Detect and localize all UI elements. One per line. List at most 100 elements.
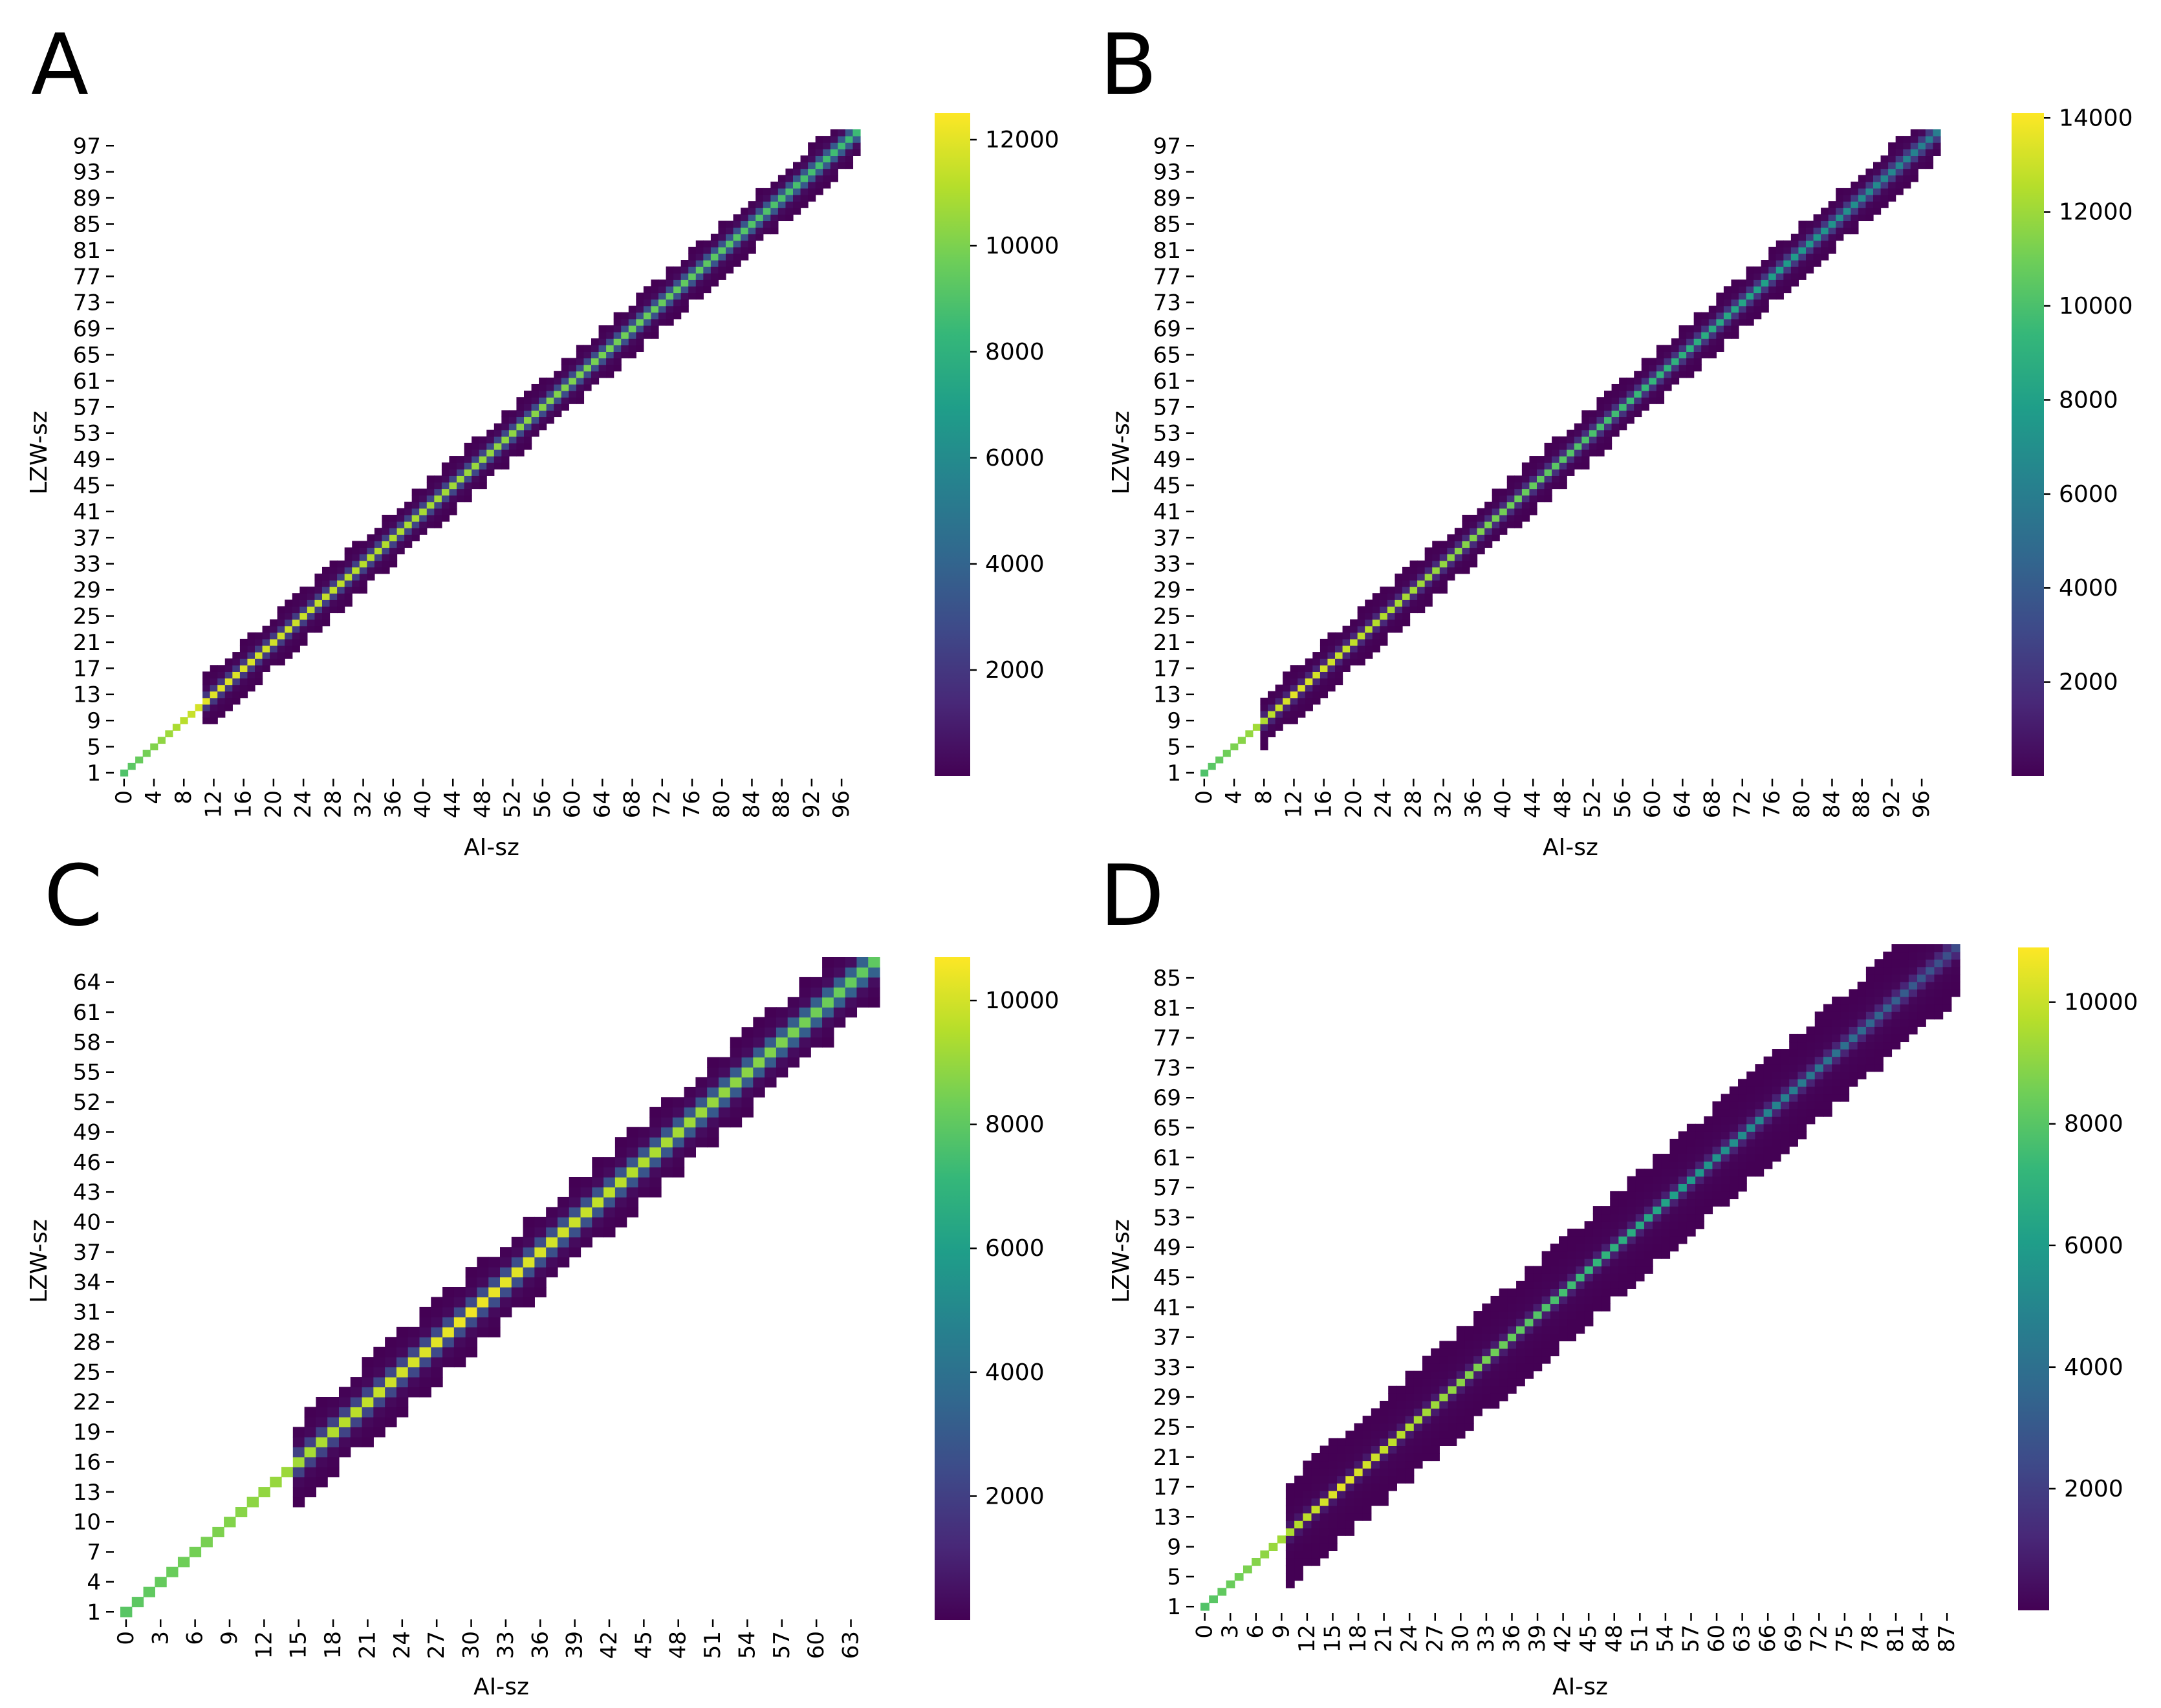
- heatmap-cell: [1596, 436, 1605, 444]
- heatmap-cell: [666, 318, 674, 326]
- heatmap-cell: [350, 1427, 363, 1438]
- heatmap-cell: [1581, 442, 1590, 450]
- heatmap-cell: [1550, 1295, 1559, 1304]
- heatmap-cell: [1823, 1086, 1832, 1095]
- heatmap-cell: [1303, 1483, 1312, 1491]
- heatmap-cell: [1529, 462, 1537, 470]
- heatmap-cell: [748, 208, 756, 215]
- heatmap-cell: [1413, 1378, 1423, 1387]
- heatmap-cell: [465, 1306, 478, 1317]
- heatmap-cell: [1644, 1184, 1653, 1192]
- heatmap-cell: [1729, 1131, 1739, 1140]
- heatmap-cell: [255, 645, 263, 653]
- heatmap-cell: [1448, 1363, 1457, 1372]
- heatmap-cell: [822, 1037, 834, 1048]
- heatmap-cell: [329, 606, 338, 614]
- heatmap-cell: [292, 1436, 305, 1447]
- heatmap-cell: [210, 671, 218, 679]
- y-axis-title: LZW-sz: [1108, 411, 1135, 495]
- heatmap-cell: [626, 1127, 639, 1138]
- heatmap-cell: [1372, 632, 1380, 640]
- heatmap-cell: [367, 541, 375, 548]
- heatmap-cell: [626, 1157, 639, 1168]
- heatmap-cell: [1814, 1011, 1824, 1020]
- heatmap-cell: [1342, 638, 1351, 646]
- heatmap-cell: [621, 325, 629, 332]
- heatmap-cell: [404, 541, 413, 548]
- heatmap-cell: [787, 1047, 800, 1058]
- heatmap-cell: [1865, 1064, 1875, 1072]
- heatmap-cell: [396, 1326, 409, 1337]
- heatmap-cell: [1260, 730, 1268, 737]
- heatmap-cell: [1806, 1041, 1816, 1050]
- heatmap-cell: [316, 1456, 328, 1467]
- heatmap-cell: [1550, 1273, 1559, 1282]
- heatmap-cell: [707, 1107, 719, 1118]
- heatmap-cell: [292, 606, 300, 614]
- heatmap-cell: [1704, 1161, 1713, 1169]
- heatmap-cell: [1873, 195, 1882, 202]
- heatmap-cell: [1797, 1101, 1807, 1110]
- heatmap-cell: [442, 1326, 455, 1337]
- heatmap-cell: [1413, 1416, 1423, 1424]
- heatmap-cell: [830, 136, 838, 143]
- heatmap-cell: [292, 632, 300, 640]
- heatmap-cell: [830, 142, 838, 149]
- heatmap-cell: [1601, 1273, 1611, 1282]
- heatmap-cell: [1738, 1138, 1747, 1147]
- heatmap-cell: [1704, 1123, 1713, 1132]
- heatmap-cell: [1311, 1460, 1321, 1469]
- heatmap-cell: [322, 567, 331, 574]
- heatmap-cell: [1716, 318, 1724, 326]
- heatmap-cell: [1507, 1385, 1517, 1394]
- y-tick-label: 9: [87, 708, 101, 734]
- heatmap-cell: [741, 214, 749, 222]
- heatmap-cell: [1387, 619, 1396, 627]
- heatmap-cell: [1693, 332, 1702, 339]
- heatmap-cell: [1858, 181, 1867, 189]
- heatmap-cell: [1514, 482, 1523, 490]
- heatmap-cell: [569, 397, 577, 404]
- heatmap-cell: [1619, 391, 1627, 398]
- heatmap-cell: [523, 1247, 535, 1258]
- heatmap-cell: [730, 1117, 743, 1128]
- heatmap-cell: [649, 1137, 662, 1148]
- heatmap-cell: [810, 987, 823, 998]
- heatmap-cell: [1567, 469, 1575, 476]
- heatmap-cell: [765, 1057, 777, 1068]
- heatmap-cell: [1285, 1520, 1295, 1529]
- heatmap-cell: [1357, 658, 1365, 665]
- heatmap-cell: [1806, 240, 1814, 248]
- heatmap-cell: [1669, 1138, 1679, 1147]
- heatmap-cell: [1413, 1400, 1423, 1409]
- heatmap-cell: [1738, 1101, 1747, 1110]
- heatmap-cell: [628, 338, 636, 345]
- heatmap-cell: [1821, 227, 1829, 235]
- heatmap-cell: [546, 1257, 558, 1268]
- heatmap-cell: [396, 1357, 409, 1368]
- heatmap-cell: [1832, 1086, 1841, 1095]
- heatmap-cell: [1823, 1079, 1832, 1087]
- heatmap-cell: [815, 162, 823, 169]
- heatmap-cell: [1492, 514, 1500, 522]
- heatmap-cell: [1635, 1259, 1645, 1267]
- y-tick-label: 17: [1153, 656, 1181, 682]
- heatmap-cell: [1305, 704, 1313, 711]
- heatmap-cell: [501, 456, 510, 463]
- heatmap-cell: [1857, 997, 1867, 1005]
- heatmap-cell: [1371, 1423, 1380, 1431]
- heatmap-cell: [1828, 240, 1836, 248]
- y-tick-label: 37: [73, 525, 101, 551]
- heatmap-cell: [1424, 600, 1433, 607]
- heatmap-cell: [1305, 671, 1313, 679]
- heatmap-cell: [1880, 195, 1889, 202]
- heatmap-cell: [1775, 286, 1784, 294]
- heatmap-cell: [1704, 1206, 1713, 1215]
- heatmap-cell: [1516, 1356, 1525, 1364]
- heatmap-cell: [1365, 638, 1373, 646]
- heatmap-cell: [763, 201, 771, 208]
- heatmap-cell: [673, 286, 682, 294]
- heatmap-cell: [1380, 587, 1388, 594]
- heatmap-cell: [1836, 233, 1844, 241]
- heatmap-cell: [1806, 1101, 1816, 1110]
